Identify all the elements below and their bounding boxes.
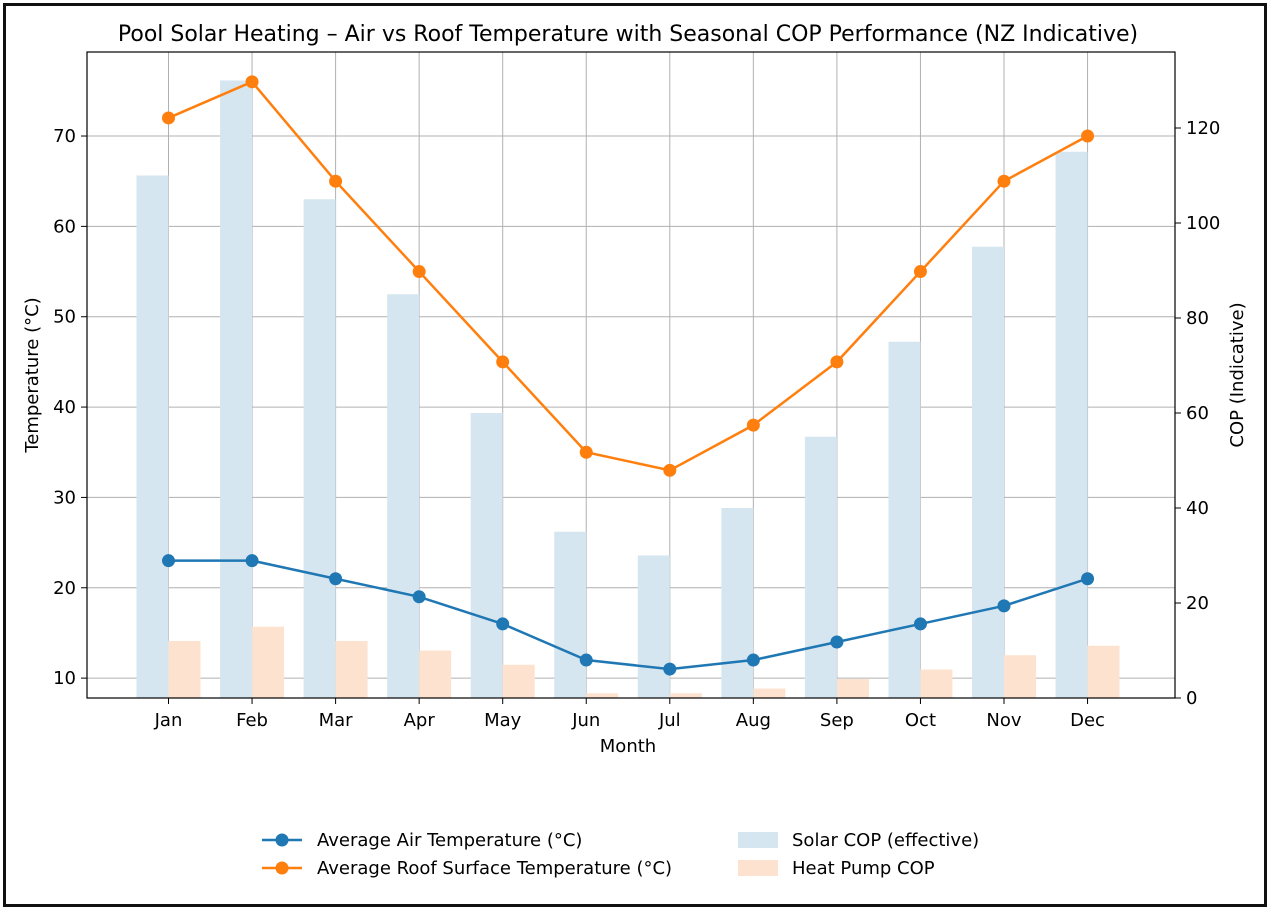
line-air-temperature <box>168 559 1088 671</box>
y-right-tick-label: 0 <box>1186 688 1197 709</box>
x-tick-label: Feb <box>236 710 268 731</box>
legend-roof-marker <box>275 861 289 875</box>
plot-frame <box>86 51 1176 699</box>
point-air-temperature <box>162 554 175 568</box>
point-air-temperature <box>1081 572 1095 586</box>
y-right-tick-label: 60 <box>1186 403 1209 424</box>
x-tick-label: Dec <box>1070 710 1105 731</box>
y-left-tick-label: 40 <box>53 397 76 418</box>
y-right-tick-label: 80 <box>1186 308 1209 329</box>
y-left-tick-label: 60 <box>53 216 76 237</box>
point-roof-temperature <box>329 174 343 188</box>
bar-heat-pump-cop <box>252 626 285 698</box>
bar-solar-cop <box>1055 151 1088 698</box>
bar-solar-cop <box>470 413 503 698</box>
bar-solar-cop <box>220 80 253 698</box>
legend-solar-label: Solar COP (effective) <box>792 830 979 851</box>
legend-air-marker <box>275 833 289 847</box>
y-right-tick-label: 120 <box>1186 118 1220 139</box>
point-roof-temperature <box>245 75 259 89</box>
x-axis-label: Month <box>600 736 656 757</box>
x-tick-label: Sep <box>820 710 854 731</box>
bar-solar-cop <box>136 175 169 698</box>
bar-solar-cop <box>303 199 336 698</box>
y-right-tick-label: 20 <box>1186 593 1209 614</box>
point-air-temperature <box>329 572 343 586</box>
point-roof-temperature <box>830 355 844 369</box>
point-roof-temperature <box>663 463 677 477</box>
y-left-tick-label: 70 <box>53 126 76 147</box>
bar-solar-cop <box>637 555 670 698</box>
x-tick-label: Jan <box>154 710 183 731</box>
bar-solar-cop <box>554 531 587 698</box>
lines <box>162 75 1095 676</box>
y-axis-left-label: Temperature (°C) <box>22 297 43 453</box>
y-left-tick-label: 30 <box>53 487 76 508</box>
point-air-temperature <box>830 635 844 649</box>
point-air-temperature <box>579 653 593 667</box>
bar-heat-pump-cop <box>419 650 452 698</box>
legend-heatpump-swatch <box>738 860 778 876</box>
y-left-tick-label: 10 <box>53 668 76 689</box>
legend-heatpump-label: Heat Pump COP <box>792 858 935 879</box>
bar-heat-pump-cop <box>335 641 368 698</box>
x-tick-label: Mar <box>319 710 354 731</box>
legend: Average Air Temperature (°C) Average Roo… <box>262 830 979 879</box>
point-air-temperature <box>412 590 426 604</box>
legend-air-label: Average Air Temperature (°C) <box>317 830 582 851</box>
bar-heat-pump-cop <box>586 693 619 698</box>
x-tick-label: May <box>484 710 522 731</box>
x-tick-label: Oct <box>905 710 936 731</box>
bar-heat-pump-cop <box>753 688 786 698</box>
point-air-temperature <box>746 653 760 667</box>
bar-heat-pump-cop <box>1004 655 1036 698</box>
x-tick-label: Jun <box>571 710 600 731</box>
point-roof-temperature <box>162 111 175 125</box>
point-air-temperature <box>663 662 677 676</box>
bar-solar-cop <box>721 508 754 698</box>
bar-solar-cop <box>888 341 921 698</box>
point-air-temperature <box>496 617 510 631</box>
axes: Jan Feb Mar Apr May Jun Jul Aug Sep Oct Nov Dec 10 20… <box>53 118 1220 731</box>
bar-heat-pump-cop <box>168 641 201 698</box>
legend-roof-label: Average Roof Surface Temperature (°C) <box>317 858 672 879</box>
bar-solar-cop <box>387 294 420 698</box>
y-axis-right-label: COP (Indicative) <box>1227 302 1248 447</box>
legend-solar-swatch <box>738 832 778 848</box>
bar-heat-pump-cop <box>920 669 953 698</box>
bar-solar-cop <box>804 436 837 698</box>
line-roof-temperature <box>168 80 1089 472</box>
point-roof-temperature <box>913 265 927 279</box>
point-roof-temperature <box>997 174 1011 188</box>
point-roof-temperature <box>496 355 510 369</box>
point-air-temperature <box>913 617 927 631</box>
bar-solar-cop <box>972 246 1004 698</box>
y-right-tick-label: 40 <box>1186 498 1209 519</box>
bars <box>136 80 1120 698</box>
x-tick-label: Apr <box>404 710 436 731</box>
bar-heat-pump-cop <box>669 693 702 698</box>
point-roof-temperature <box>746 418 760 432</box>
y-right-tick-label: 100 <box>1186 213 1220 234</box>
y-left-tick-label: 20 <box>53 578 76 599</box>
chart-title: Pool Solar Heating – Air vs Roof Tempera… <box>118 22 1138 47</box>
x-tick-label: Nov <box>986 710 1021 731</box>
point-air-temperature <box>245 554 259 568</box>
y-left-tick-label: 50 <box>53 307 76 328</box>
bar-heat-pump-cop <box>1087 645 1120 698</box>
x-tick-label: Aug <box>736 710 771 731</box>
x-tick-label: Jul <box>658 710 681 731</box>
point-roof-temperature <box>1081 129 1095 143</box>
bar-heat-pump-cop <box>502 664 535 698</box>
point-roof-temperature <box>412 265 426 279</box>
point-air-temperature <box>997 599 1011 613</box>
bar-heat-pump-cop <box>836 679 869 698</box>
point-roof-temperature <box>579 445 593 459</box>
